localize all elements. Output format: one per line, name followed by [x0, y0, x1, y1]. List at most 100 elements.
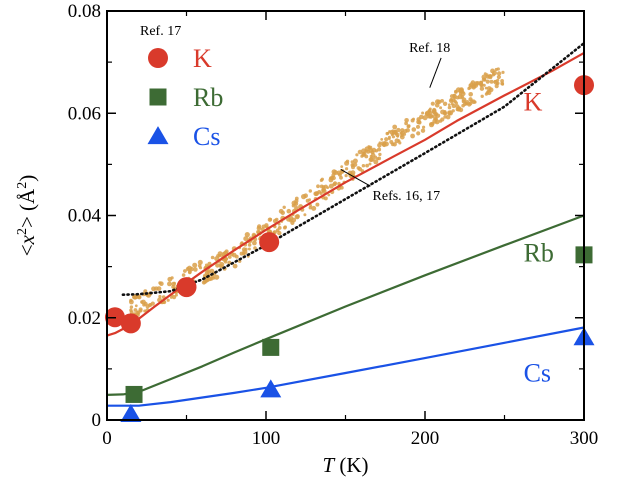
band-dot	[134, 304, 138, 308]
band-dot	[232, 263, 238, 269]
band-dot	[443, 115, 447, 119]
legend-label-rb: Rb	[193, 83, 223, 112]
band-dot	[397, 139, 401, 143]
band-dot	[440, 117, 445, 122]
band-dot	[364, 154, 369, 159]
band-dot	[373, 155, 378, 159]
band-dot	[219, 264, 224, 269]
band-dot	[303, 213, 307, 217]
band-dot	[453, 99, 457, 104]
band-dot	[469, 82, 474, 87]
curve-k-solid	[106, 51, 585, 337]
band-dot	[500, 79, 504, 83]
band-dot	[269, 230, 273, 233]
band-dot	[242, 249, 248, 255]
y-axis-label-text: <x2> (Å2)	[15, 175, 39, 256]
band-dot	[314, 191, 319, 197]
band-dot	[192, 262, 198, 268]
band-dot	[356, 166, 361, 170]
band-dot	[427, 109, 431, 113]
band-dot	[479, 86, 485, 91]
axis-ticks: 0 100 200 300 0 0.02 0.04 0.06 0.08	[68, 1, 599, 449]
point-rb	[125, 385, 143, 403]
axis-labels: T (K) <x2> (Å2)	[15, 175, 369, 477]
band-dot	[484, 92, 488, 96]
band-dot	[351, 165, 355, 170]
band-dot	[377, 147, 382, 152]
band-dot	[433, 116, 438, 121]
band-dot	[475, 81, 480, 86]
band-dot	[404, 121, 408, 126]
band-dot	[158, 294, 162, 299]
band-dot	[321, 188, 327, 194]
y-tick-label: 0.02	[68, 308, 101, 329]
band-dot	[315, 202, 320, 207]
band-dot	[326, 186, 330, 190]
legend-title: Ref. 17	[140, 24, 181, 39]
band-dot	[351, 163, 355, 167]
band-dot	[385, 131, 389, 136]
band-dot	[396, 127, 401, 133]
band-dot	[330, 177, 334, 181]
band-dot	[308, 206, 312, 210]
band-dot	[374, 149, 379, 153]
band-dot	[496, 71, 502, 76]
band-dot	[345, 159, 350, 163]
point-cs	[260, 379, 282, 398]
legend-label-cs: Cs	[193, 122, 220, 151]
band-dot	[449, 94, 455, 99]
band-dot	[447, 103, 451, 107]
band-dot	[369, 156, 375, 162]
band-dot	[267, 217, 273, 222]
band-dot	[429, 122, 433, 126]
annotation: Cs	[524, 359, 551, 388]
band-dot	[402, 132, 407, 136]
band-dot	[129, 299, 134, 305]
band-dot	[278, 208, 284, 214]
band-dot	[448, 111, 452, 116]
band-dot	[481, 74, 487, 80]
band-dot	[183, 269, 187, 273]
band-dot	[291, 204, 296, 208]
band-dot	[143, 301, 148, 306]
band-dot	[377, 143, 382, 148]
band-dot	[368, 162, 372, 166]
band-dot	[355, 153, 359, 157]
band-dot	[214, 274, 220, 280]
band-dot	[458, 107, 464, 113]
band-dot	[344, 174, 348, 178]
y-tick-label: 0	[92, 410, 102, 431]
band-dot	[378, 141, 382, 145]
band-dot	[410, 133, 415, 139]
band-dot	[380, 138, 384, 141]
band-dot	[167, 281, 172, 287]
point-k	[259, 232, 280, 253]
band-dot	[247, 243, 252, 247]
band-dot	[467, 86, 471, 91]
band-dot	[282, 205, 286, 209]
x-tick-label: 200	[411, 428, 440, 449]
band-dot	[186, 265, 193, 271]
band-dot	[434, 119, 440, 125]
band-dot	[272, 218, 278, 224]
band-dot	[439, 106, 443, 110]
band-dot	[320, 177, 324, 181]
band-dot	[181, 273, 186, 277]
curve-cs-solid	[107, 326, 585, 407]
band-dot	[430, 101, 435, 106]
y-tick-label: 0.06	[68, 103, 101, 124]
band-dot	[400, 128, 405, 132]
point-cs	[120, 403, 142, 422]
band-dot	[443, 110, 447, 113]
band-dot	[362, 152, 366, 156]
band-dot	[480, 94, 484, 99]
band-dot	[457, 94, 463, 100]
band-dot	[244, 232, 250, 238]
point-rb	[262, 338, 280, 356]
band-dot	[139, 309, 143, 313]
band-dot	[291, 217, 297, 223]
band-dot	[388, 137, 391, 141]
plot-frame	[106, 10, 585, 421]
band-dot	[294, 196, 299, 201]
band-dot	[494, 84, 499, 89]
